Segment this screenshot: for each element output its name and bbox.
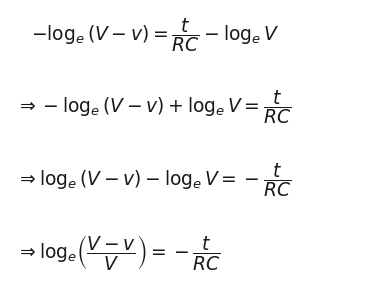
Text: $\Rightarrow \log_e(V - v) - \log_e V = -\dfrac{t}{RC}$: $\Rightarrow \log_e(V - v) - \log_e V = … (16, 161, 292, 199)
Text: $\Rightarrow -\log_e(V - v) + \log_e V = \dfrac{t}{RC}$: $\Rightarrow -\log_e(V - v) + \log_e V =… (16, 89, 292, 126)
Text: $\Rightarrow \log_e\!\left(\dfrac{V - v}{V}\right) = -\dfrac{t}{RC}$: $\Rightarrow \log_e\!\left(\dfrac{V - v}… (16, 233, 221, 272)
Text: $-\log_e(V - v) = \dfrac{t}{RC} - \log_e V$: $-\log_e(V - v) = \dfrac{t}{RC} - \log_e… (31, 16, 280, 54)
